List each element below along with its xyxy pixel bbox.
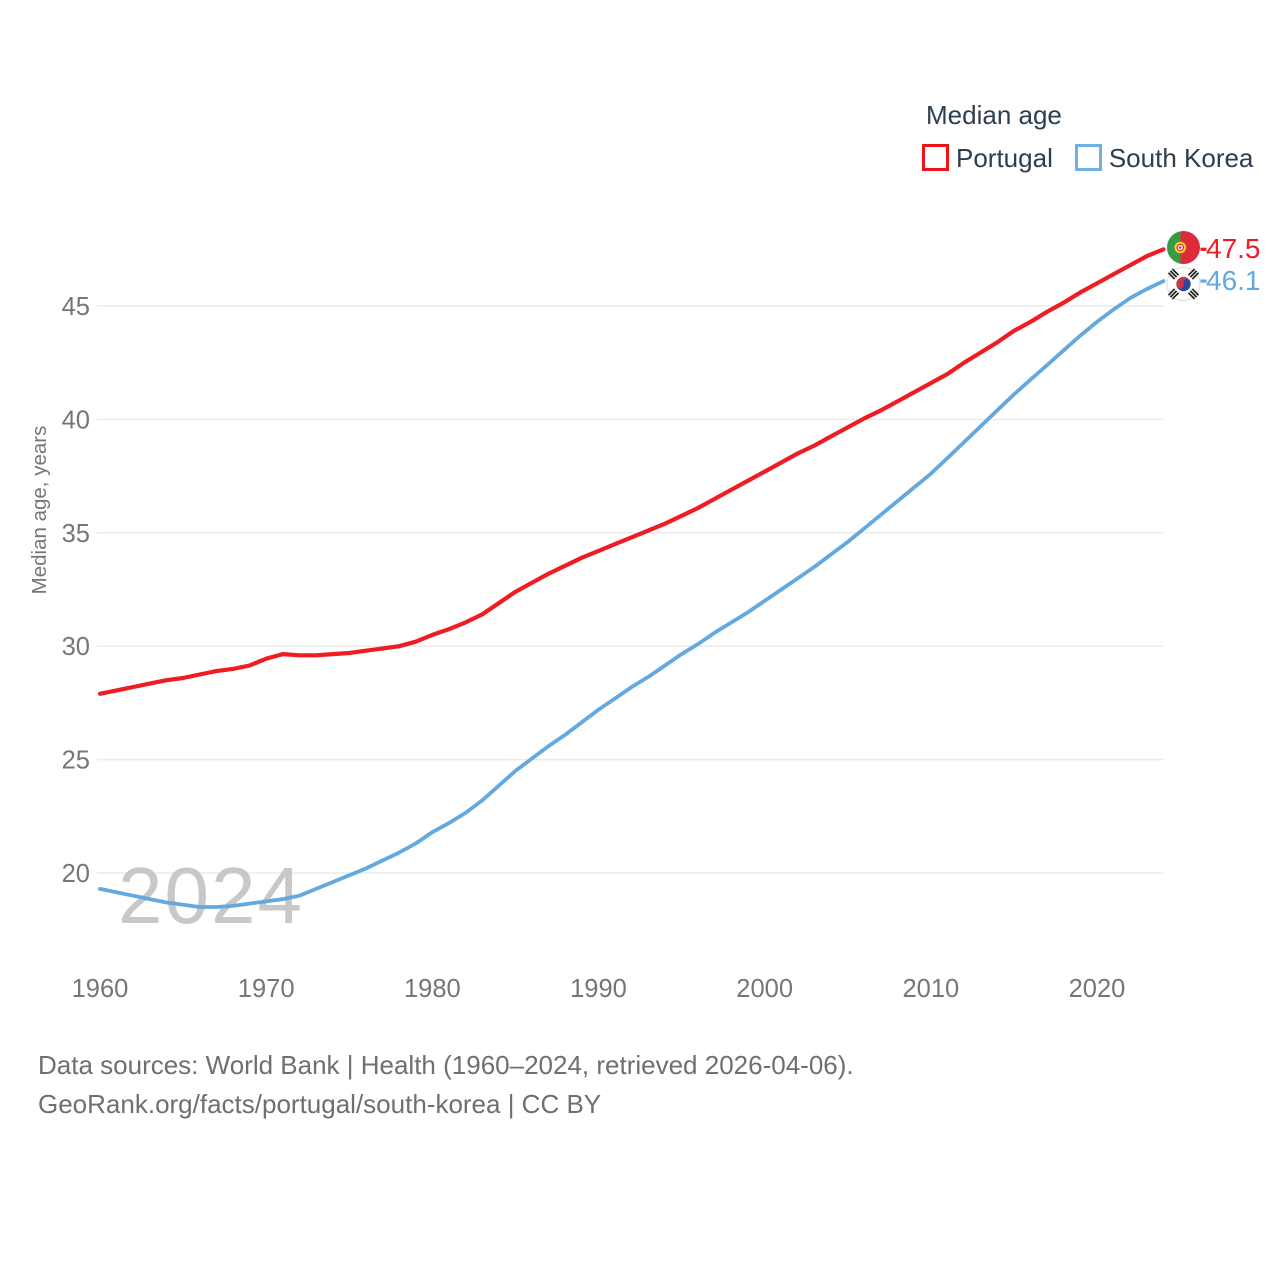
x-tick-label-2000: 2000	[736, 975, 793, 1003]
portugal-flag-icon	[1166, 230, 1201, 265]
south-korea-line	[98, 279, 1166, 909]
legend-swatch-south-korea	[1074, 144, 1102, 172]
watermark-year: 2024	[118, 851, 304, 940]
flags-layer	[1166, 230, 1201, 302]
portugal-line	[97, 247, 1166, 696]
y-tick-label-35: 35	[62, 520, 90, 548]
footer-sources: Data sources: World Bank | Health (1960–…	[38, 1050, 854, 1080]
south-korea-end-value: 46.1	[1206, 265, 1261, 297]
legend-label-portugal: Portugal	[956, 142, 1053, 173]
x-tick-label-1980: 1980	[404, 975, 461, 1003]
x-tick-label-1960: 1960	[72, 975, 129, 1003]
legend-title: Median age	[926, 100, 1062, 130]
footer: Data sources: World Bank | Health (1960–…	[38, 1046, 854, 1124]
y-axis-title: Median age, years	[28, 426, 51, 595]
legend-items: Portugal South Korea	[922, 142, 1254, 173]
footer-link: GeoRank.org/facts/portugal/south-korea |…	[38, 1089, 602, 1119]
legend-swatch-portugal	[922, 144, 949, 172]
x-tick-label-2010: 2010	[902, 975, 959, 1003]
legend-item-south-korea: South Korea	[1074, 142, 1254, 173]
y-tick-label-40: 40	[62, 406, 90, 434]
chart-legend: Median age Portugal South Korea	[922, 100, 1254, 173]
portugal-end-value: 47.5	[1206, 233, 1261, 265]
south-korea-flag-icon	[1166, 266, 1201, 302]
x-tick-label-2020: 2020	[1069, 975, 1126, 1003]
x-tick-label-1970: 1970	[238, 975, 295, 1003]
legend-label-south-korea: South Korea	[1108, 142, 1254, 173]
x-tick-label-1990: 1990	[570, 975, 627, 1003]
y-tick-label-45: 45	[62, 293, 90, 321]
y-tick-label-30: 30	[62, 633, 90, 661]
legend-item-portugal: Portugal	[922, 142, 1053, 173]
y-tick-label-25: 25	[62, 747, 90, 775]
y-tick-label-20: 20	[62, 860, 90, 888]
